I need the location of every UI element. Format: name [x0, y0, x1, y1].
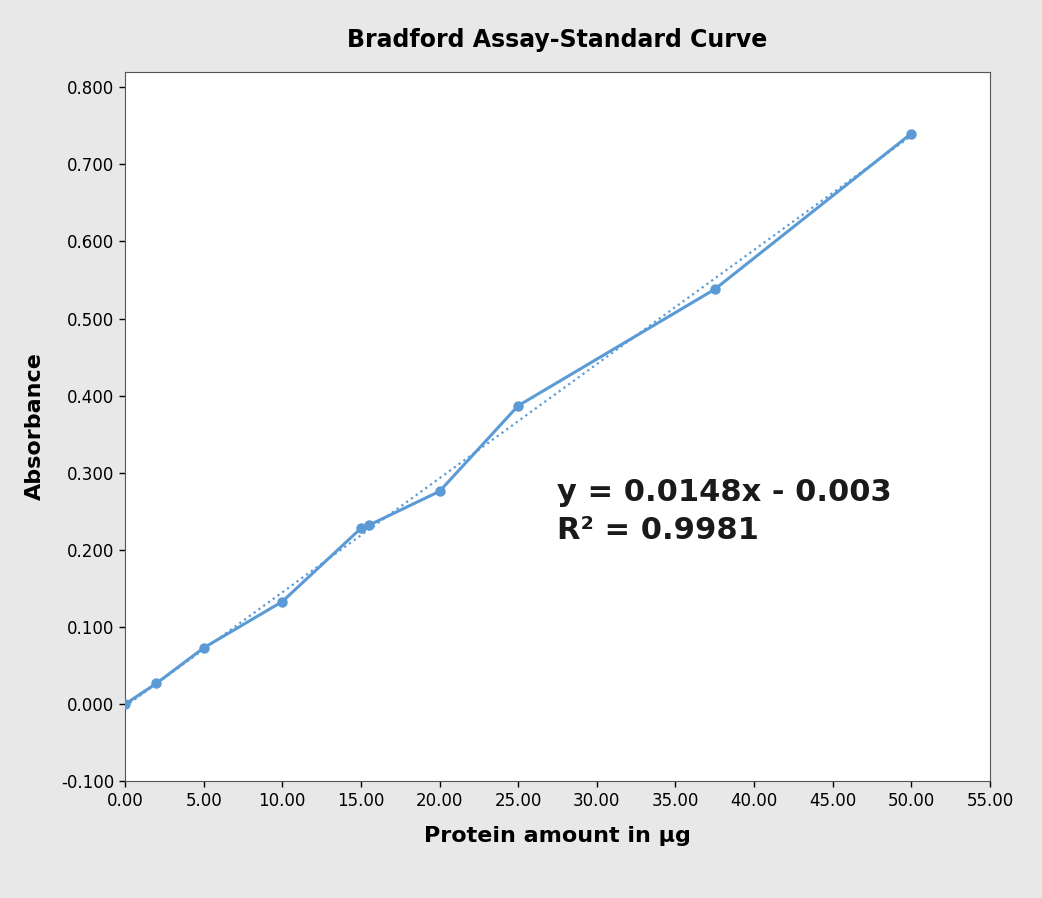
- Title: Bradford Assay-Standard Curve: Bradford Assay-Standard Curve: [347, 28, 768, 52]
- Y-axis label: Absorbance: Absorbance: [25, 353, 45, 500]
- Text: y = 0.0148x - 0.003
R² = 0.9981: y = 0.0148x - 0.003 R² = 0.9981: [557, 478, 892, 545]
- X-axis label: Protein amount in µg: Protein amount in µg: [424, 826, 691, 846]
